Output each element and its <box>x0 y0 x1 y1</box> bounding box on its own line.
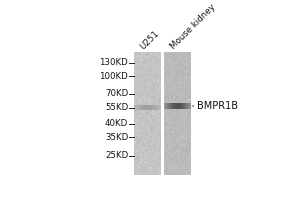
Text: BMPR1B: BMPR1B <box>192 101 238 111</box>
Text: 130KD: 130KD <box>99 58 128 67</box>
Text: 40KD: 40KD <box>105 119 128 128</box>
Text: 55KD: 55KD <box>105 103 128 112</box>
Bar <box>164 52 191 175</box>
Text: U251: U251 <box>139 28 161 51</box>
Text: 100KD: 100KD <box>99 72 128 81</box>
Text: 35KD: 35KD <box>105 133 128 142</box>
Text: Mouse kidney: Mouse kidney <box>169 2 218 51</box>
Text: 70KD: 70KD <box>105 89 128 98</box>
Text: 25KD: 25KD <box>105 151 128 160</box>
Bar <box>134 52 161 175</box>
